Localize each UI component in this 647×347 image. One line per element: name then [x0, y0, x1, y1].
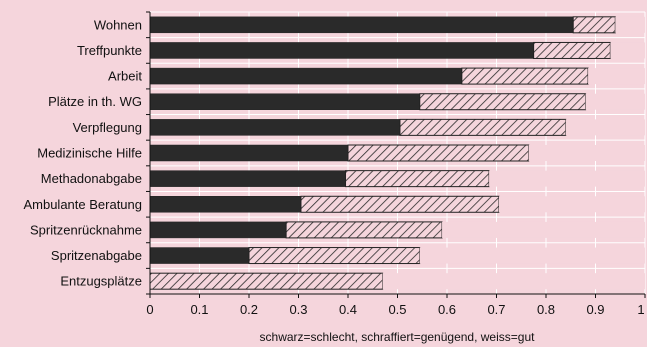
bar-sufficient-6: [345, 170, 490, 188]
category-label-2: Arbeit: [108, 69, 142, 84]
category-label-10: Entzugsplätze: [60, 274, 142, 289]
category-label-6: Methadonabgabe: [41, 171, 142, 186]
bar-good-0: [615, 16, 645, 33]
bar-sufficient-4: [399, 118, 567, 136]
category-label-0: Wohnen: [94, 17, 142, 32]
x-tick-label-0.1: 0.1: [190, 302, 208, 317]
category-label-9: Spritzenabgabe: [51, 248, 142, 263]
bar-bad-7: [149, 196, 302, 213]
bar-good-4: [565, 119, 645, 136]
bar-good-3: [585, 93, 645, 110]
bar-sufficient-1: [533, 41, 611, 59]
category-labels: Wohnen Treffpunkte Arbeit Plätze in th. WG V…: [23, 17, 142, 288]
bars: [149, 16, 645, 290]
bar-bad-0: [149, 16, 574, 34]
x-axis-label: schwarz=schlecht, schraffiert=genügend, …: [260, 330, 536, 344]
bar-good-5: [528, 145, 645, 161]
category-label-1: Treffpunkte: [77, 43, 142, 58]
bar-good-1: [610, 42, 645, 59]
bar-bad-5: [149, 144, 349, 162]
x-tick-label-0: 0: [146, 302, 153, 317]
bar-sufficient-0: [572, 16, 616, 34]
bar-good-6: [489, 170, 645, 187]
bar-sufficient-9: [248, 247, 421, 265]
bar-sufficient-3: [419, 93, 587, 111]
bar-good-7: [498, 196, 645, 213]
bar-bad-9: [149, 247, 250, 264]
x-tick-label-0.8: 0.8: [537, 302, 555, 317]
category-label-4: Verpflegung: [73, 120, 142, 135]
x-tick-label-0.9: 0.9: [586, 302, 604, 317]
bar-good-9: [419, 247, 645, 264]
x-tick-label-1: 1: [637, 302, 644, 317]
category-label-5: Medizinische Hilfe: [37, 146, 142, 161]
bar-bad-1: [149, 42, 534, 59]
bar-sufficient-7: [300, 195, 500, 213]
bar-bad-3: [149, 93, 421, 110]
bar-bad-8: [149, 221, 287, 239]
axes: [146, 11, 646, 298]
bar-good-8: [442, 221, 645, 238]
bar-good-2: [588, 68, 645, 85]
bar-sufficient-2: [461, 67, 589, 85]
bar-sufficient-5: [347, 144, 530, 162]
bar-sufficient-10: [149, 272, 384, 290]
x-tick-labels: 0 0.1 0.2 0.3 0.4 0.5 0.6 0.7 0.8 0.9 1: [146, 302, 644, 317]
x-tick-label-0.7: 0.7: [487, 302, 505, 317]
bar-bad-6: [149, 170, 346, 187]
bar-sufficient-8: [285, 221, 443, 239]
category-label-7: Ambulante Beratung: [23, 197, 142, 212]
bar-bad-4: [149, 119, 401, 136]
bar-good-10: [382, 273, 645, 290]
x-tick-label-0.6: 0.6: [438, 302, 456, 317]
x-tick-label-0.5: 0.5: [388, 302, 406, 317]
bar-bad-2: [149, 67, 463, 85]
x-tick-label-0.2: 0.2: [240, 302, 258, 317]
category-label-8: Spritzenrücknahme: [30, 222, 142, 237]
x-tick-label-0.3: 0.3: [289, 302, 307, 317]
x-tick-label-0.4: 0.4: [339, 302, 357, 317]
category-label-3: Plätze in th. WG: [48, 94, 142, 109]
